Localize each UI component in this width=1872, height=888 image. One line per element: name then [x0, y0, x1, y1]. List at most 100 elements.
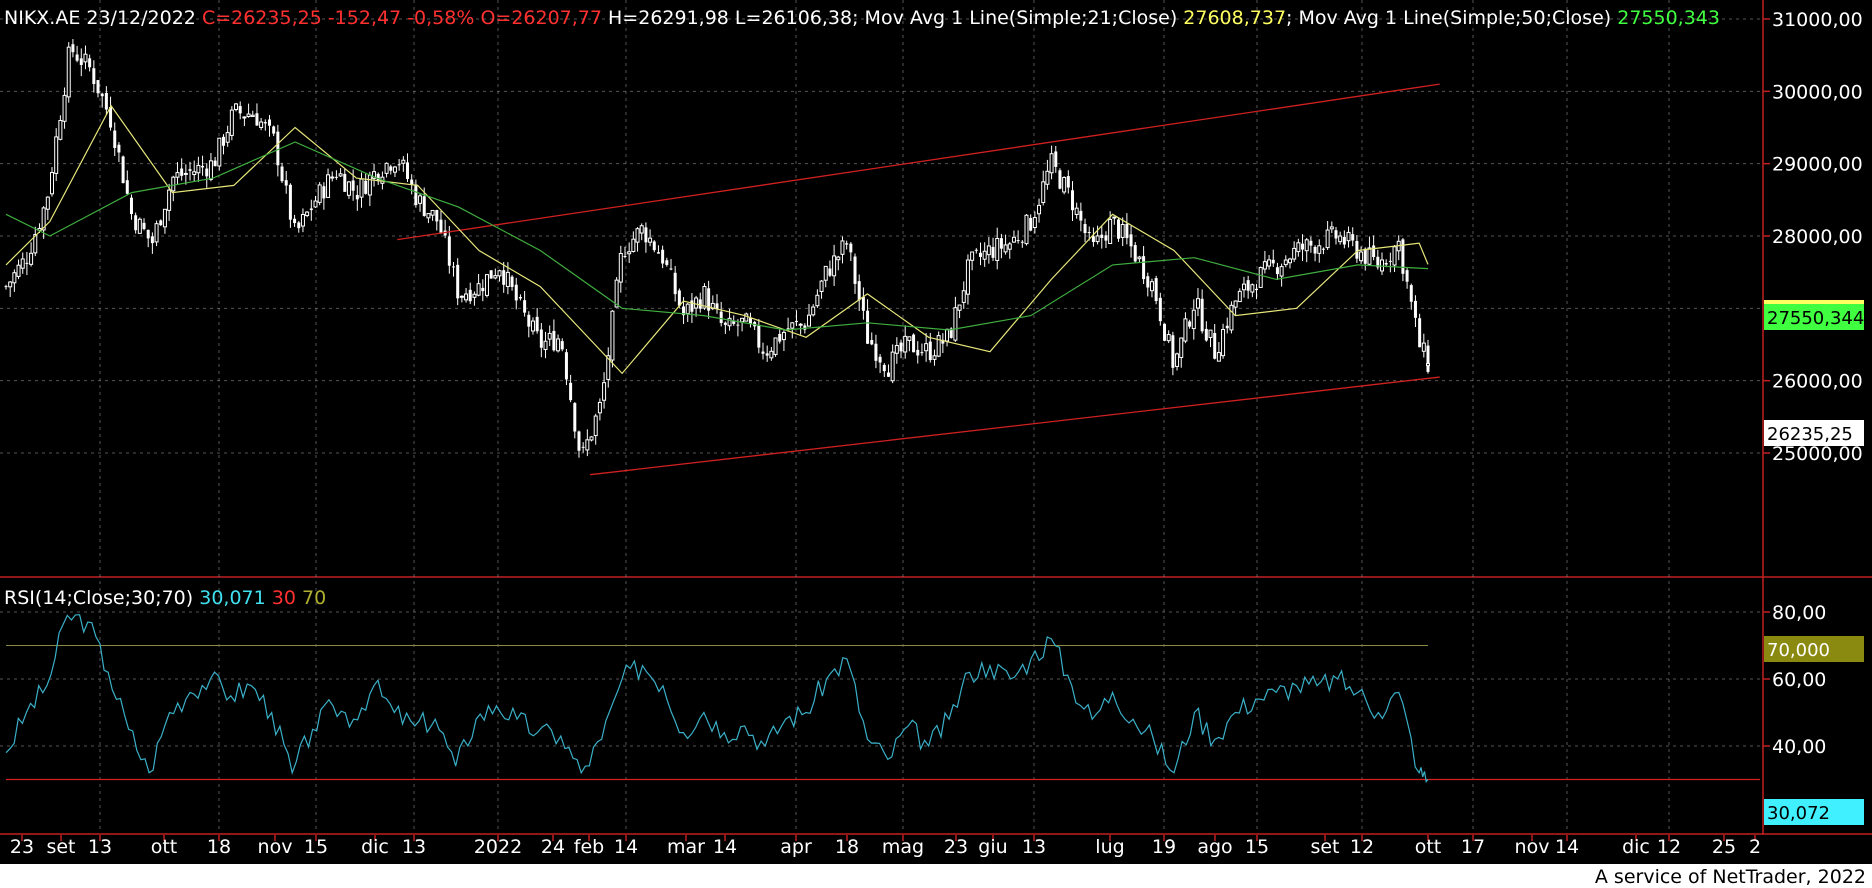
candle: [1309, 236, 1313, 253]
candle: [196, 156, 201, 182]
candle: [167, 183, 172, 221]
candle: [794, 310, 798, 327]
candle: [916, 341, 920, 364]
candle: [1112, 216, 1117, 225]
candle: [1325, 221, 1330, 250]
candle: [502, 262, 506, 293]
candle: [192, 160, 197, 181]
candle: [267, 115, 271, 137]
candle: [723, 321, 727, 334]
candle: [815, 289, 820, 308]
rsi-header-label: RSI(14;Close;30;70): [4, 587, 199, 609]
candle: [12, 269, 17, 292]
candle: [359, 172, 364, 208]
candle: [1359, 246, 1364, 264]
candle: [33, 226, 38, 257]
candle: [1083, 218, 1087, 243]
candle: [1195, 288, 1200, 317]
candle: [1255, 283, 1259, 300]
candle: [786, 317, 790, 332]
candle: [761, 342, 765, 360]
candle: [1095, 225, 1100, 245]
candle: [276, 124, 280, 177]
rsi-header: RSI(14;Close;30;70) 30,071 30 70: [4, 587, 326, 609]
candle: [560, 338, 564, 352]
candle: [1267, 255, 1272, 270]
candle: [970, 251, 975, 271]
candle: [694, 295, 699, 317]
candle: [781, 329, 786, 352]
candle: [351, 169, 355, 201]
time-tick-label: set: [46, 836, 75, 858]
candle: [58, 115, 63, 141]
candle: [585, 429, 590, 457]
candle: [819, 280, 824, 299]
candle: [1221, 323, 1226, 359]
candle: [401, 156, 406, 172]
candle: [346, 180, 351, 199]
candle: [242, 116, 247, 127]
candle: [217, 137, 222, 171]
candle: [1191, 299, 1196, 340]
candle: [326, 168, 331, 199]
candle: [288, 183, 292, 228]
candle: [1355, 234, 1359, 263]
candle: [673, 266, 677, 302]
candle: [1363, 247, 1367, 271]
candle: [1054, 145, 1058, 173]
candle: [309, 199, 313, 221]
candle: [476, 273, 481, 297]
svg-text:30,072: 30,072: [1767, 803, 1830, 824]
candle: [874, 334, 878, 369]
candle: [364, 173, 368, 195]
header-ma50-value: 27550,343: [1617, 7, 1720, 29]
candle: [849, 242, 853, 262]
candle: [272, 125, 276, 137]
candle: [1233, 300, 1238, 315]
candle: [535, 308, 539, 334]
candle: [748, 312, 752, 328]
time-tick-label: ott: [1415, 836, 1442, 858]
candle: [778, 328, 782, 344]
candle: [618, 245, 623, 293]
candle: [1379, 252, 1384, 275]
candle: [1087, 226, 1091, 241]
price-tick-label: 31000,00: [1772, 9, 1863, 31]
header-symbol-date: NIKX.AE 23/12/2022: [4, 7, 202, 29]
candle: [539, 323, 543, 358]
candle: [456, 258, 460, 306]
time-tick-label: 17: [1461, 836, 1485, 858]
candle: [493, 268, 498, 280]
candle: [213, 156, 217, 167]
candle: [1188, 319, 1192, 329]
candle: [1246, 275, 1250, 299]
candle: [665, 257, 669, 267]
candle: [435, 209, 439, 231]
candle: [113, 122, 117, 157]
candle: [986, 237, 991, 264]
candle: [117, 142, 121, 163]
rsi-panel: [5, 614, 1760, 783]
candle: [208, 152, 213, 182]
candle: [484, 274, 489, 298]
candle: [259, 117, 264, 131]
rsi-value-badge: 30,072: [1764, 799, 1864, 825]
candle: [614, 277, 619, 308]
candle: [4, 284, 8, 290]
candle: [497, 269, 502, 282]
candle: [744, 312, 749, 322]
candle: [305, 211, 310, 218]
candle: [1133, 242, 1137, 263]
candle: [1283, 255, 1288, 268]
candle: [677, 288, 681, 308]
candle: [142, 218, 146, 231]
candle: [334, 170, 338, 180]
candle: [1216, 342, 1221, 362]
candle: [882, 363, 886, 378]
svg-text:27550,344: 27550,344: [1767, 308, 1864, 329]
candle: [300, 208, 305, 233]
time-tick-label: set: [1310, 836, 1339, 858]
candle: [355, 185, 359, 211]
price-tick-label: 30000,00: [1772, 81, 1863, 103]
